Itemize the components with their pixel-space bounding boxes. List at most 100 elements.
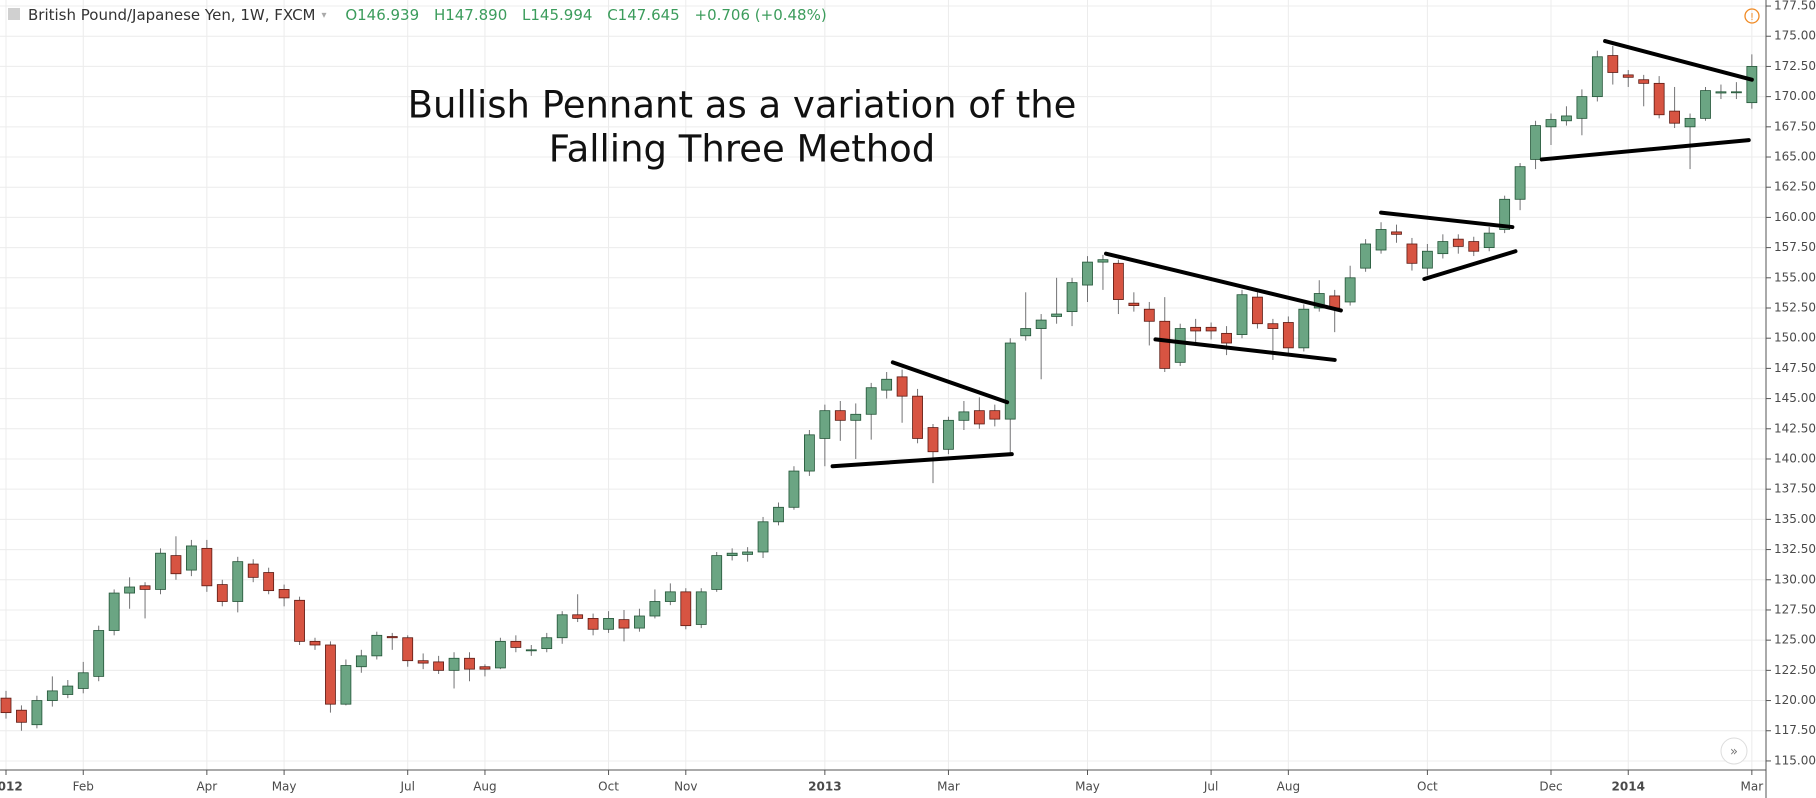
ohlc-high: H147.890	[434, 6, 507, 24]
candle-body	[1344, 277, 1356, 303]
x-tick-label: Dec	[1539, 780, 1562, 794]
candle-body	[1545, 119, 1557, 128]
y-tick-label: 162.500	[1774, 180, 1816, 194]
candle-body	[479, 666, 491, 670]
symbol-icon	[8, 8, 20, 20]
candle-body	[0, 697, 12, 714]
trend-line	[830, 452, 1014, 469]
candle-body	[155, 552, 166, 590]
candle-body	[773, 506, 784, 523]
candle-body	[1406, 243, 1418, 264]
x-tick-label: Oct	[1417, 780, 1438, 794]
y-tick-label: 170.000	[1774, 89, 1816, 103]
candle-body	[1391, 231, 1402, 235]
y-tick-label: 135.000	[1774, 512, 1816, 526]
candle-body	[1499, 198, 1511, 230]
candle-body	[232, 561, 244, 602]
candle-body	[881, 378, 893, 391]
candle-body	[1004, 342, 1016, 420]
candle-body	[1313, 293, 1325, 309]
y-tick-label: 115.000	[1774, 753, 1816, 767]
candle-body	[726, 552, 738, 557]
candle-body	[1452, 238, 1464, 247]
candle-body	[711, 555, 723, 590]
candle-body	[216, 584, 228, 602]
candle-body	[788, 470, 800, 508]
candle-body	[31, 700, 43, 726]
candle-body	[1282, 322, 1294, 349]
x-tick-label: 2013	[808, 780, 841, 794]
y-tick-label: 117.500	[1774, 723, 1816, 737]
candle-body	[1159, 320, 1171, 369]
candles	[0, 45, 1758, 731]
y-tick-label: 142.500	[1774, 421, 1816, 435]
candle-body	[664, 591, 676, 602]
candle-body	[1468, 241, 1480, 252]
candle-body	[1174, 328, 1186, 363]
x-tick-label: Mar	[1741, 780, 1764, 794]
candle-body	[1700, 90, 1711, 119]
trend-line	[1153, 337, 1337, 362]
y-tick-label: 160.000	[1774, 210, 1816, 224]
candle-body	[1746, 66, 1758, 104]
candle-body	[1190, 326, 1202, 332]
candle-body	[1530, 125, 1541, 160]
y-tick-label: 172.500	[1774, 59, 1816, 73]
candle-body	[819, 410, 831, 439]
y-tick-label: 177.500	[1774, 0, 1816, 13]
candle-body	[587, 618, 599, 630]
trend-line	[1104, 251, 1343, 313]
candle-body	[1035, 319, 1047, 329]
trend-line	[1603, 39, 1754, 82]
candle-body	[989, 410, 1001, 420]
candle-body	[1252, 296, 1263, 325]
alert-icon[interactable]	[1744, 8, 1760, 24]
candle-body	[433, 661, 445, 671]
legend-header: British Pound/Japanese Yen, 1W, FXCM ▾ O1…	[28, 6, 827, 24]
candle-body	[386, 636, 398, 639]
candle-body	[325, 644, 336, 705]
x-tick-label: Aug	[473, 780, 496, 794]
candle-body	[340, 665, 352, 705]
candle-body	[927, 427, 939, 453]
candle-body	[556, 614, 568, 639]
annotation-line: Falling Three Method	[549, 128, 936, 171]
candle-body	[1375, 229, 1387, 251]
ohlc-open: O146.939	[345, 6, 419, 24]
dropdown-caret[interactable]: ▾	[322, 10, 327, 21]
y-tick-label: 130.000	[1774, 572, 1816, 586]
candle-body	[294, 599, 305, 642]
candle-body	[1360, 243, 1371, 269]
y-tick-label: 155.000	[1774, 270, 1816, 284]
candle-body	[1066, 282, 1078, 313]
candle-body	[510, 640, 522, 648]
candle-body	[1267, 323, 1279, 329]
candle-body	[93, 630, 105, 677]
y-tick-label: 167.500	[1774, 119, 1816, 133]
candle-body	[1205, 326, 1217, 332]
y-tick-label: 122.500	[1774, 663, 1816, 677]
y-tick-label: 127.500	[1774, 602, 1816, 616]
y-tick-label: 137.500	[1774, 482, 1816, 496]
annotation-line: Bullish Pennant as a variation of the	[408, 84, 1077, 127]
x-tick-label: Jul	[399, 780, 414, 794]
candle-body	[309, 640, 321, 646]
y-tick-label: 152.500	[1774, 301, 1816, 315]
candle-body	[46, 690, 58, 701]
y-tick-label: 132.500	[1774, 542, 1816, 556]
y-tick-label: 165.000	[1774, 150, 1816, 164]
candle-body	[958, 411, 970, 421]
candle-body	[1097, 259, 1109, 263]
candle-body	[943, 419, 954, 450]
candle-body	[1514, 166, 1526, 200]
y-tick-label: 157.500	[1774, 240, 1816, 254]
candle-body	[263, 572, 275, 592]
candle-body	[973, 410, 985, 425]
scroll-button[interactable]	[1720, 737, 1748, 765]
y-tick-label: 125.000	[1774, 633, 1816, 647]
x-tick-label: May	[1075, 780, 1100, 794]
candle-body	[525, 649, 537, 652]
candle-body	[1113, 262, 1124, 300]
drawings	[830, 39, 1754, 469]
candle-body	[355, 655, 367, 668]
